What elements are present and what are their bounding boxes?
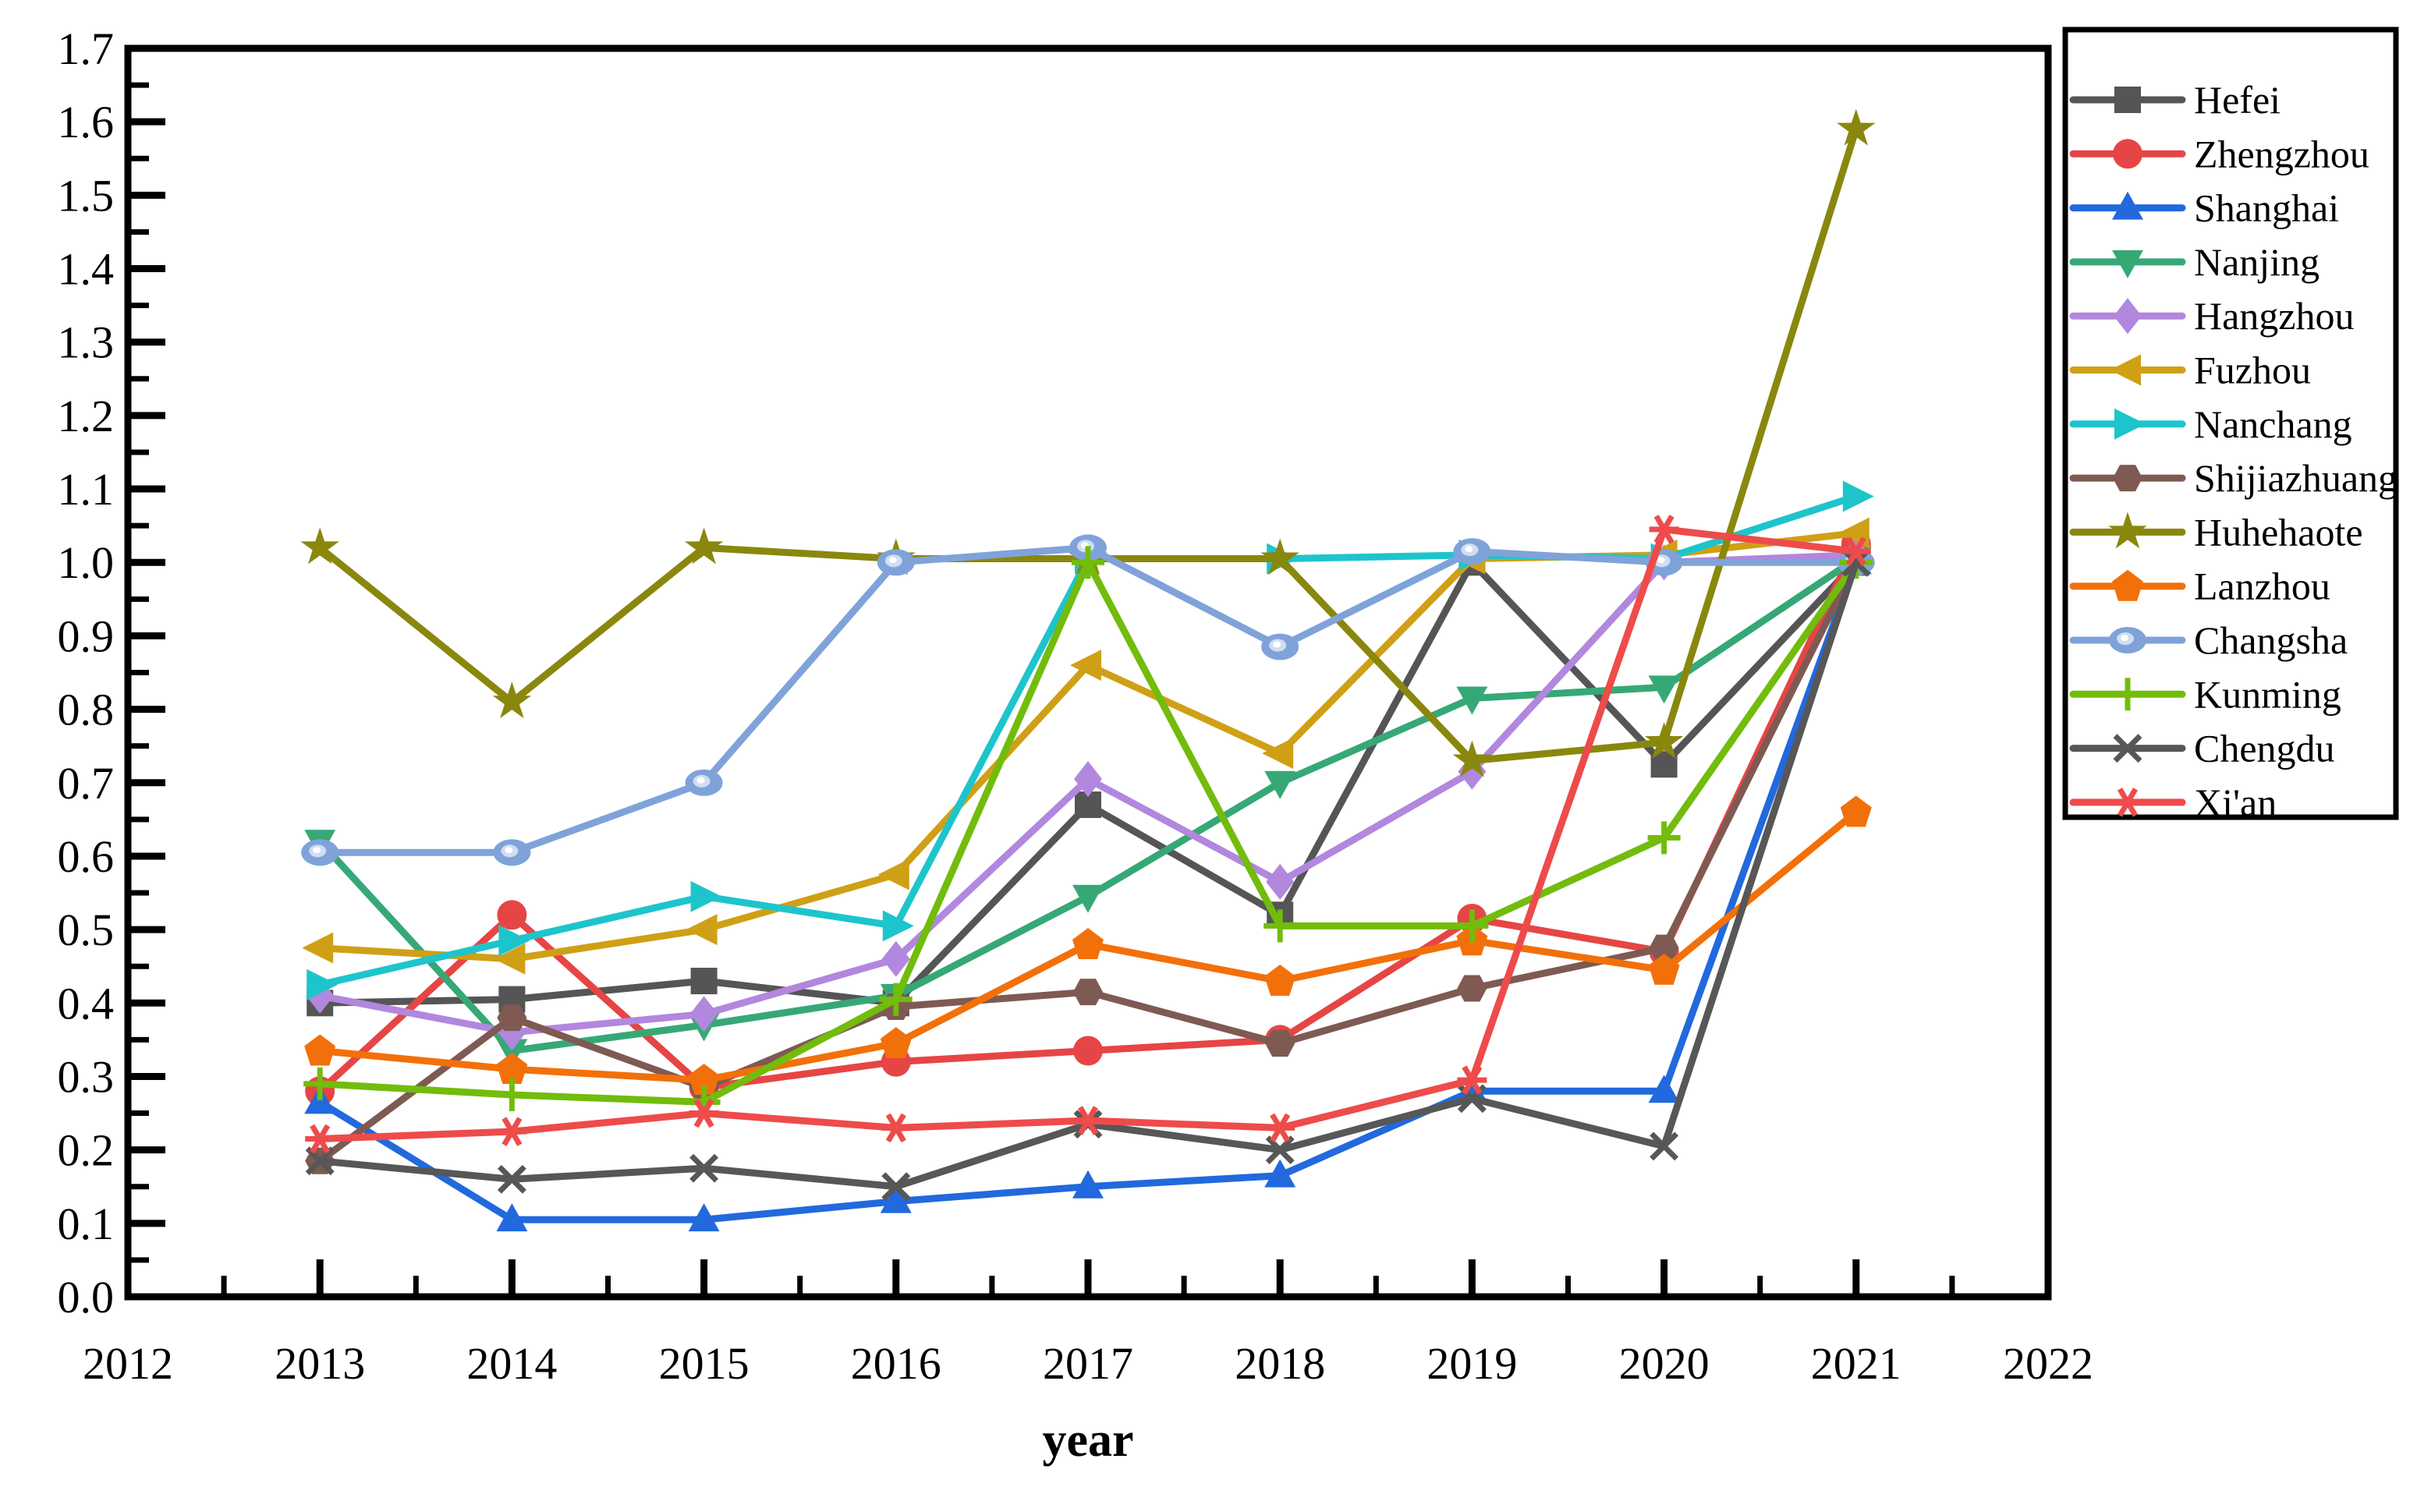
y-tick-label: 1.4 [58, 244, 115, 295]
x-tick-label: 2018 [1235, 1338, 1325, 1389]
legend-label: Hangzhou [2194, 294, 2355, 338]
x-tick-label: 2020 [1619, 1338, 1710, 1389]
legend-item-changsha: Changsha [2069, 618, 2348, 662]
legend-label: Hefei [2194, 78, 2281, 122]
legend-label: Lanzhou [2194, 565, 2330, 608]
series-huhehaote [300, 108, 1876, 777]
legend-item-fuzhou: Fuzhou [2069, 349, 2311, 392]
y-tick-label: 0.5 [58, 905, 115, 955]
y-tick-label: 0.1 [58, 1199, 115, 1249]
legend-label: Kunming [2194, 672, 2341, 716]
series-chengdu [305, 547, 1871, 1202]
y-tick-label: 0.0 [58, 1272, 115, 1323]
y-tick-label: 0.6 [58, 831, 115, 882]
legend-item-nanjing: Nanjing [2069, 240, 2320, 284]
legend-label: Xi'an [2194, 781, 2277, 824]
legend-label: Shanghai [2194, 186, 2339, 230]
legend-item-hangzhou: Hangzhou [2069, 294, 2355, 338]
x-tick-label: 2015 [659, 1338, 750, 1389]
y-tick-label: 1.1 [58, 464, 115, 515]
y-tick-label: 1.3 [58, 317, 115, 368]
y-tick-label: 0.4 [58, 978, 115, 1029]
y-tick-label: 1.5 [58, 170, 115, 221]
legend-label: Shijiazhuang [2194, 456, 2398, 500]
x-tick-label: 2012 [83, 1338, 173, 1389]
x-tick-label: 2016 [851, 1338, 941, 1389]
legend-label: Nanchang [2194, 402, 2352, 446]
legend-label: Changsha [2194, 618, 2348, 662]
x-tick-label: 2014 [466, 1338, 557, 1389]
y-tick-label: 0.7 [58, 758, 115, 809]
legend-item-zhengzhou: Zhengzhou [2069, 132, 2369, 175]
y-tick-label: 1.0 [58, 537, 115, 588]
legend-item-chengdu: Chengdu [2069, 727, 2335, 770]
legend-label: Fuzhou [2194, 349, 2311, 392]
legend-label: Nanjing [2194, 240, 2320, 284]
legend-item-hefei: Hefei [2069, 78, 2281, 122]
legend-item-xian: Xi'an [2069, 781, 2277, 824]
y-tick-label: 1.7 [58, 23, 115, 74]
x-tick-label: 2017 [1043, 1338, 1133, 1389]
legend-item-huhehaote: Huhehaote [2069, 510, 2363, 554]
legend-item-shijiazhuang: Shijiazhuang [2069, 456, 2398, 500]
y-tick-label: 0.3 [58, 1051, 115, 1102]
x-tick-label: 2013 [275, 1338, 365, 1389]
series-xian [305, 515, 1871, 1154]
legend-label: Zhengzhou [2194, 132, 2369, 175]
legend-item-shanghai: Shanghai [2069, 186, 2339, 230]
legend-label: Huhehaote [2194, 510, 2363, 554]
y-tick-label: 0.9 [58, 611, 115, 661]
x-tick-label: 2022 [2003, 1338, 2093, 1389]
legend-item-nanchang: Nanchang [2069, 402, 2352, 446]
legend-item-kunming: Kunming [2069, 672, 2341, 716]
legend-item-lanzhou: Lanzhou [2069, 565, 2330, 608]
series-kunming [303, 546, 1873, 1119]
y-tick-label: 1.6 [58, 97, 115, 147]
x-axis-title: year [1042, 1414, 1134, 1467]
y-tick-label: 0.2 [58, 1125, 115, 1176]
y-tick-label: 0.8 [58, 685, 115, 735]
series-lanzhou [304, 795, 1872, 1096]
x-tick-label: 2021 [1811, 1338, 1901, 1389]
legend-label: Chengdu [2194, 727, 2335, 770]
x-tick-label: 2019 [1426, 1338, 1517, 1389]
y-tick-label: 1.2 [58, 391, 115, 441]
series-shijiazhuang [305, 549, 1871, 1174]
